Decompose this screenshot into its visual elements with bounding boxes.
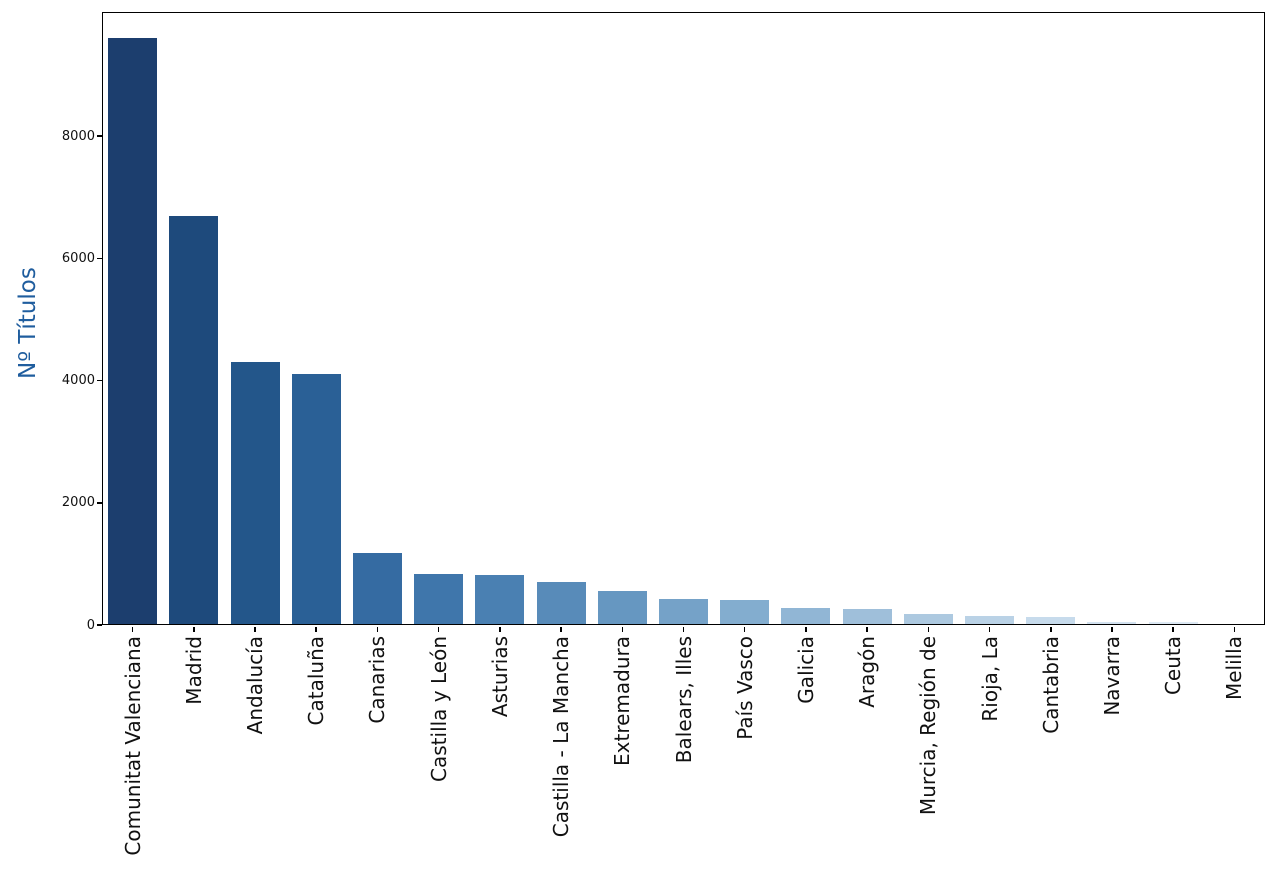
x-tick-label: Castilla y León (426, 636, 451, 782)
bar (536, 582, 586, 625)
bar (1209, 624, 1259, 625)
x-tick-label: Murcia, Región de (916, 636, 941, 816)
x-tick-mark (131, 626, 134, 632)
x-tick-mark (560, 626, 562, 632)
x-tick-label: Comunitat Valenciana (120, 636, 145, 856)
x-tick-label: Canarias (365, 636, 390, 724)
bar (720, 599, 770, 625)
x-tick-mark (927, 626, 930, 632)
y-tick-mark (97, 257, 102, 260)
y-tick-mark (97, 624, 102, 626)
bar (659, 599, 708, 625)
bar (903, 613, 953, 625)
x-tick-label: Navarra (1099, 636, 1124, 716)
x-tick-mark (254, 626, 256, 632)
x-tick-label: Asturias (487, 636, 512, 718)
x-tick-label: Aragón (855, 636, 880, 708)
x-tick-mark (1172, 626, 1174, 632)
bar (169, 215, 219, 625)
x-tick-mark (682, 626, 685, 632)
x-tick-mark (1111, 626, 1113, 632)
x-tick-mark (315, 626, 317, 632)
x-tick-label: Castilla - La Mancha (549, 636, 574, 838)
x-tick-label: Melilla (1222, 636, 1247, 701)
bar (230, 362, 280, 625)
x-tick-label: Cantabria (1038, 636, 1063, 734)
x-tick-label: Andalucía (243, 636, 268, 735)
y-tick-label: 2000 (61, 495, 95, 511)
bar (414, 574, 464, 625)
bar (475, 575, 525, 625)
y-tick-mark (97, 379, 102, 382)
x-tick-mark (376, 626, 379, 632)
x-tick-label: Cataluña (304, 636, 329, 726)
bar (842, 608, 892, 625)
x-tick-mark (1233, 626, 1236, 632)
x-tick-mark (193, 626, 195, 632)
bar (1026, 617, 1076, 625)
y-tick-mark (97, 135, 102, 137)
x-tick-mark (499, 626, 501, 632)
bar (597, 590, 647, 625)
x-tick-label: Galicia (793, 636, 818, 704)
y-tick-label: 6000 (61, 250, 95, 266)
y-axis-label: Nº Títulos (15, 267, 41, 379)
bar (965, 616, 1015, 625)
x-tick-mark (437, 626, 440, 632)
x-tick-mark (866, 626, 868, 632)
x-tick-label: Balears, Illes (671, 636, 696, 764)
x-tick-label: Ceuta (1161, 636, 1186, 696)
x-tick-label: Extremadura (610, 636, 635, 766)
x-tick-mark (1050, 626, 1052, 632)
bar (1087, 621, 1137, 625)
y-tick-mark (97, 502, 102, 504)
y-tick-label: 0 (86, 617, 95, 633)
bar (1148, 621, 1198, 625)
x-tick-label: Madrid (181, 636, 206, 705)
y-tick-label: 8000 (61, 128, 95, 144)
x-tick-label: País Vasco (732, 636, 757, 740)
bar (291, 374, 341, 625)
bar (352, 552, 402, 625)
x-tick-label: Rioja, La (977, 636, 1002, 722)
x-tick-mark (621, 626, 624, 632)
bar (781, 608, 831, 625)
bar (108, 38, 158, 625)
x-tick-mark (988, 626, 991, 632)
x-tick-mark (743, 626, 746, 632)
y-tick-label: 4000 (61, 373, 95, 389)
x-tick-mark (805, 626, 807, 632)
